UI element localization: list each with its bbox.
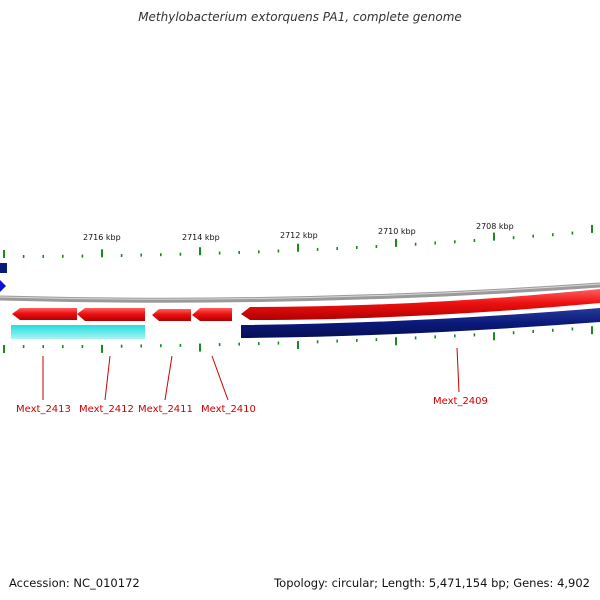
accession-text: Accession: NC_010172 bbox=[9, 576, 140, 590]
gene-arrow-mext-2409[interactable] bbox=[241, 289, 600, 320]
gene-label-mext-2409[interactable]: Mext_2409 bbox=[433, 396, 488, 407]
ruler-label: 2708 kbp bbox=[476, 222, 514, 231]
gene-label-mext-2411[interactable]: Mext_2411 bbox=[138, 404, 193, 415]
edge-feature-navy bbox=[0, 263, 7, 273]
ruler-ticks-bottom bbox=[3, 326, 593, 353]
gene-label-mext-2412[interactable]: Mext_2412 bbox=[79, 404, 134, 415]
ruler-label: 2710 kbp bbox=[378, 227, 416, 236]
map-title: Methylobacterium extorquens PA1, complet… bbox=[138, 10, 462, 24]
gene-arrow-mext-2412[interactable] bbox=[77, 308, 145, 321]
ruler-label: 2716 kbp bbox=[83, 233, 121, 242]
ruler-ticks-top bbox=[3, 224, 593, 258]
gene-label-mext-2413[interactable]: Mext_2413 bbox=[16, 404, 71, 415]
ruler-label: 2712 kbp bbox=[280, 231, 318, 240]
edge-feature-arrow-icon bbox=[0, 280, 6, 292]
genome-backbone bbox=[0, 282, 600, 303]
leader-line bbox=[456, 347, 460, 393]
ruler-label: 2714 kbp bbox=[182, 233, 220, 242]
genome-backbone-highlight bbox=[0, 283, 600, 300]
leader-line bbox=[211, 355, 229, 401]
gene-arrow-mext-2411[interactable] bbox=[152, 309, 191, 321]
topology-summary: Topology: circular; Length: 5,471,154 bp… bbox=[274, 576, 590, 590]
leader-line bbox=[164, 355, 173, 401]
gene-label-mext-2410[interactable]: Mext_2410 bbox=[201, 404, 256, 415]
gene-arrow-mext-2410[interactable] bbox=[192, 308, 232, 321]
gene-arrow-mext-2413[interactable] bbox=[12, 308, 77, 320]
leader-line bbox=[104, 355, 111, 401]
reverse-gene-navy[interactable] bbox=[241, 308, 600, 338]
reverse-gene-cyan[interactable] bbox=[11, 325, 145, 339]
